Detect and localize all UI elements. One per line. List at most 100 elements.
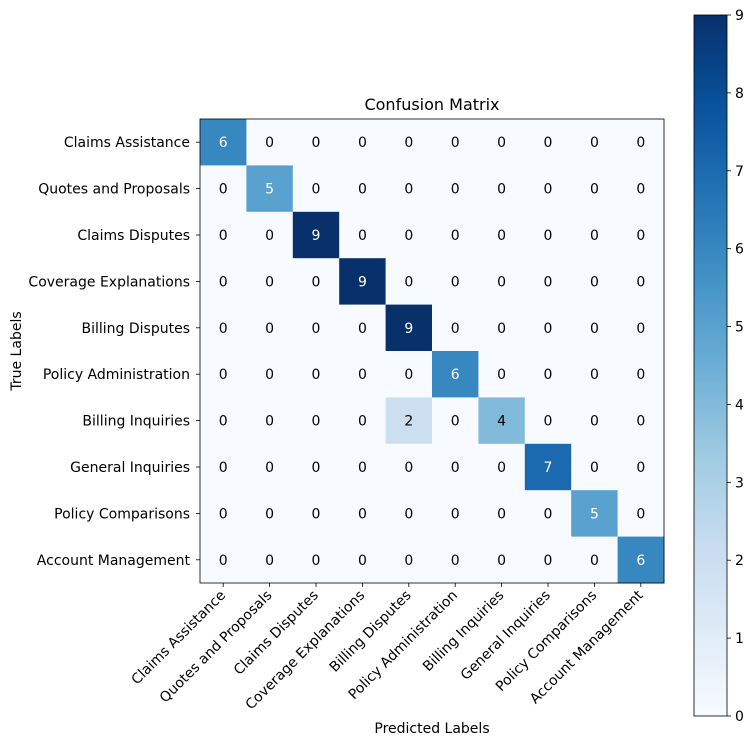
heatmap-cell [617,258,665,306]
heatmap-cell [339,304,387,352]
cell-value-label: 0 [312,135,321,151]
cell-value-label: 0 [636,135,645,151]
cell-value-label: 0 [404,135,413,151]
cell-value-label: 0 [358,182,367,198]
x-tick-label-claims-disputes: Claims Disputes [231,588,322,679]
cell-value-label: 0 [590,274,599,290]
heatmap-cell [200,119,247,166]
y-tick-label-coverage-explanations: Coverage Explanations [28,274,190,290]
heatmap-cell-labels: 6 0 0 0 0 0 0 0 0 0 0 5 0 0 0 0 0 0 0 0 0 0 9 0 0 0 0 0 0 0 0 0 0 9 0 0 0 0 0 0… [219,135,646,569]
colorbar-tick-label: 3 [735,475,744,491]
heatmap-cell [246,119,294,166]
heatmap-cell [292,490,340,538]
cell-value-label: 0 [404,228,413,244]
cell-value-label: 0 [219,506,228,522]
cell-value-label: 9 [312,228,321,244]
cell-value-label: 0 [358,506,367,522]
colorbar-ticks: 0 1 2 3 4 5 6 7 8 9 [727,8,744,725]
cell-value-label: 6 [636,553,645,569]
heatmap-cell [292,304,340,352]
colorbar-tick-label: 5 [735,320,744,336]
heatmap-cell [246,351,294,398]
cell-value-label: 0 [265,414,274,430]
heatmap-cell [385,351,433,398]
cell-value-label: 0 [219,460,228,476]
heatmap-cell [432,536,479,584]
cell-value-label: 0 [404,553,413,569]
heatmap-cell [571,443,619,491]
heatmap-cell [246,211,294,259]
heatmap-cell [339,211,387,259]
cell-value-label: 0 [312,414,321,430]
cell-value-label: 0 [312,182,321,198]
cell-value-label: 0 [636,182,645,198]
cell-value-label: 0 [497,553,506,569]
cell-value-label: 0 [358,228,367,244]
y-tick-label-claims-assistance: Claims Assistance [64,135,190,151]
x-tick-label-billing-disputes: Billing Disputes [327,588,415,676]
heatmap-cell [478,304,526,352]
heatmap-cell [571,304,619,352]
heatmap-cell [292,119,340,166]
heatmap-cell [432,490,479,538]
heatmap-cell [617,443,665,491]
heatmap-cell [292,351,340,398]
cell-value-label: 0 [312,460,321,476]
heatmap-cell [246,397,294,445]
heatmap-cells [200,119,665,584]
heatmap-cell [385,536,433,584]
plot-frame [199,118,665,584]
heatmap-cell [478,397,526,445]
y-tick-label-billing-inquiries: Billing Inquiries [82,414,190,430]
heatmap-cell [617,304,665,352]
cell-value-label: 0 [404,506,413,522]
cell-value-label: 0 [265,506,274,522]
cell-value-label: 0 [590,321,599,337]
heatmap-cell [617,490,665,538]
heatmap-cell [292,397,340,445]
cell-value-label: 0 [544,367,553,383]
heatmap-cell [617,351,665,398]
cell-value-label: 0 [404,367,413,383]
heatmap-cell [432,351,479,398]
heatmap-cell [339,397,387,445]
heatmap-cell [617,211,665,259]
cell-value-label: 0 [219,274,228,290]
heatmap-cell [339,258,387,306]
cell-value-label: 0 [265,553,274,569]
cell-value-label: 0 [312,321,321,337]
cell-value-label: 0 [358,553,367,569]
cell-value-label: 0 [451,553,460,569]
heatmap-cell [246,490,294,538]
heatmap-cell [432,258,479,306]
cell-value-label: 0 [219,414,228,430]
heatmap-cell [292,443,340,491]
cell-value-label: 0 [404,274,413,290]
colorbar-tick-label: 0 [735,709,744,725]
cell-value-label: 0 [358,414,367,430]
heatmap-cell [246,165,294,213]
cell-value-label: 0 [497,321,506,337]
cell-value-label: 0 [636,506,645,522]
heatmap-cell [432,304,479,352]
heatmap-cell [292,258,340,306]
heatmap-cell [524,351,572,398]
heatmap-cell [571,351,619,398]
y-axis-label: True Labels [9,311,25,391]
cell-value-label: 0 [497,135,506,151]
heatmap-cell [385,490,433,538]
cell-value-label: 0 [265,135,274,151]
cell-value-label: 0 [590,135,599,151]
cell-value-label: 0 [265,228,274,244]
cell-value-label: 4 [497,414,506,430]
heatmap-cell [617,165,665,213]
heatmap-cell [200,536,247,584]
heatmap-cell [571,490,619,538]
cell-value-label: 0 [219,367,228,383]
cell-value-label: 0 [636,414,645,430]
cell-value-label: 7 [544,460,553,476]
cell-value-label: 0 [544,228,553,244]
cell-value-label: 0 [265,367,274,383]
heatmap-cell [385,397,433,445]
